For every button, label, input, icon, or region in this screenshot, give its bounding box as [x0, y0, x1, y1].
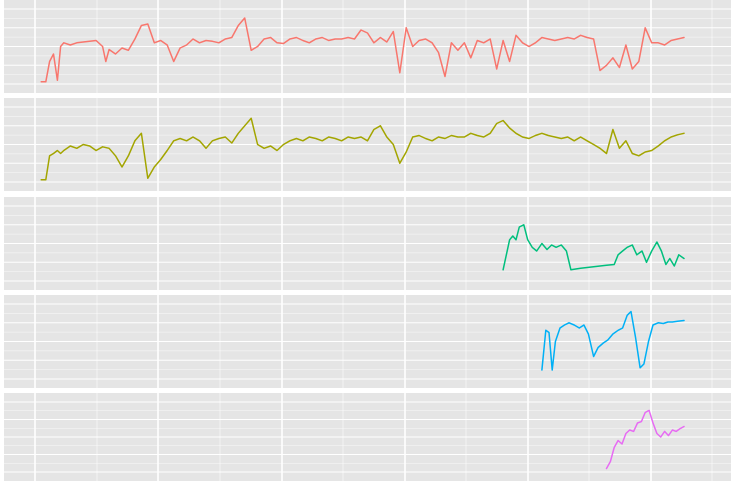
series-line-2	[40, 117, 685, 181]
series-line-4	[541, 310, 685, 371]
series-line-1	[40, 17, 685, 83]
series-line-5	[605, 409, 685, 470]
series-line-3	[502, 224, 685, 271]
